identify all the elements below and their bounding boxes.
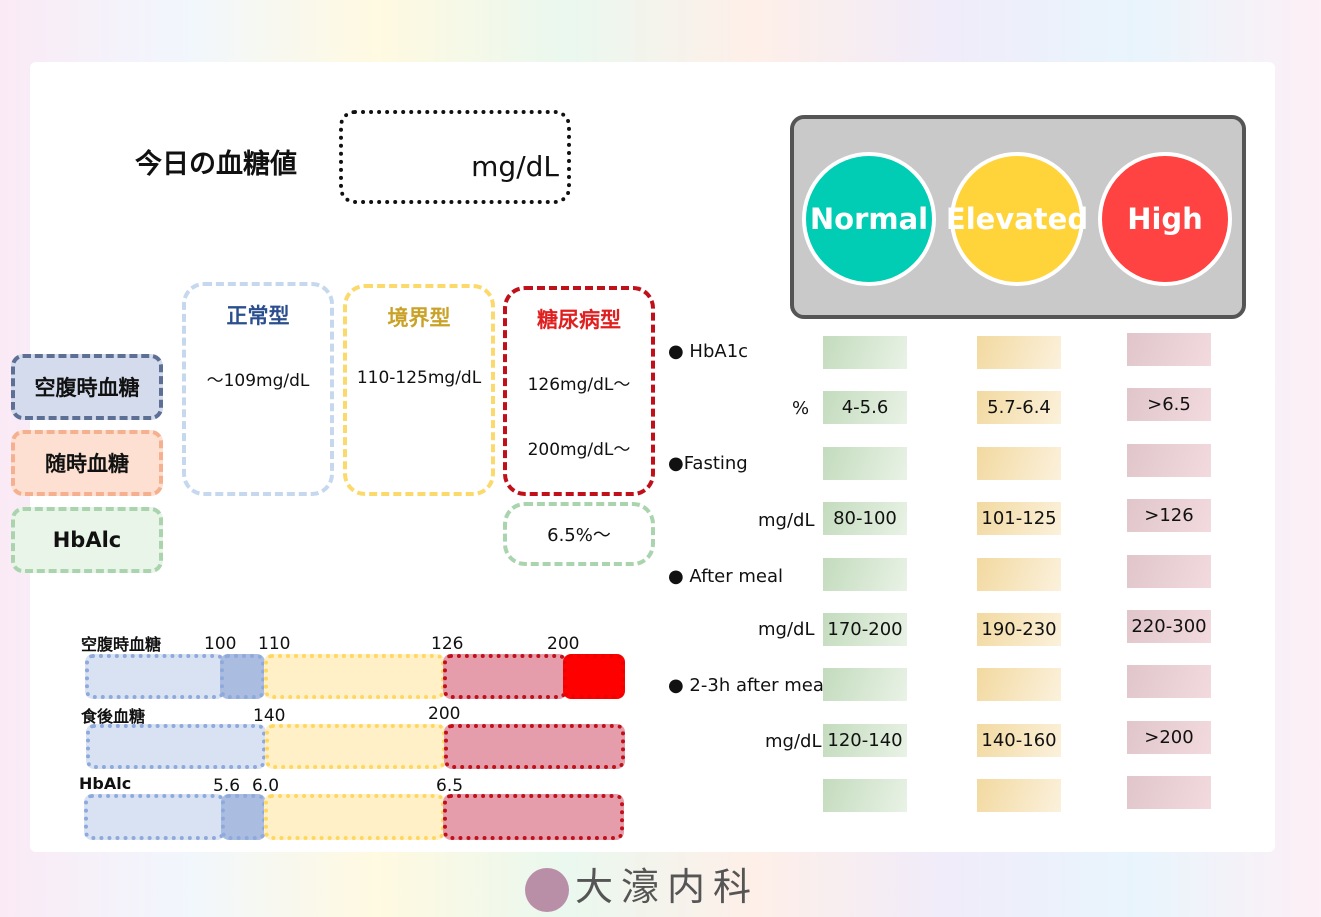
- value-cell: 120-140: [823, 724, 907, 757]
- swatch: [823, 779, 907, 812]
- swatch: [823, 668, 907, 701]
- value-cell: 220-300: [1127, 610, 1211, 643]
- tick-label: 200: [547, 634, 580, 654]
- category-borderline: 境界型 110-125mg/dL: [343, 284, 495, 496]
- bar-segment-borderline: [265, 724, 446, 769]
- glucose-input-box[interactable]: mg/dL: [339, 110, 571, 204]
- unit-label: mg/dL: [765, 731, 822, 752]
- swatch: [1127, 776, 1211, 809]
- logo-emblem-icon: [525, 867, 569, 912]
- page-title: 今日の血糖値: [135, 149, 297, 180]
- value-cell: 140-160: [977, 724, 1061, 757]
- swatch: [823, 447, 907, 480]
- unit-label: mg/dL: [758, 510, 815, 531]
- value-cell: 170-200: [823, 613, 907, 646]
- normal-light: Normal: [802, 152, 936, 286]
- unit-label: %: [792, 398, 810, 419]
- bar-segment-borderline: [264, 794, 445, 840]
- row-label-2-3h-after-meal: ● 2-3h after meal: [668, 675, 829, 696]
- bar-segment-normal: [85, 654, 225, 699]
- row-label-fasting: ●Fasting: [668, 453, 748, 474]
- side-label-random: 随時血糖: [11, 430, 163, 496]
- category-heading: 正常型: [226, 304, 290, 328]
- category-diabetic: 糖尿病型 126mg/dL～ 200mg/dL～: [503, 286, 655, 496]
- swatch: [977, 779, 1061, 812]
- category-value: 110-125mg/dL: [356, 368, 482, 388]
- value-cell: 101-125: [977, 502, 1061, 535]
- side-label-hba1c: HbAlc: [11, 507, 163, 573]
- value-cell: 190-230: [977, 613, 1061, 646]
- clinic-name: 大濠内科: [575, 865, 760, 909]
- bar-segment-diabetic: [444, 724, 625, 769]
- bar-label-fasting: 空腹時血糖: [81, 635, 162, 654]
- swatch: [823, 558, 907, 591]
- bar-segment-borderline: [264, 654, 445, 699]
- category-value: 200mg/dL～: [527, 440, 631, 460]
- tick-label: 110: [258, 634, 291, 654]
- swatch: [977, 668, 1061, 701]
- bar-segment-normal: [86, 724, 266, 769]
- value-cell: >126: [1127, 499, 1211, 532]
- bar-segment-severe: [563, 654, 625, 699]
- category-diabetic-hba1c: 6.5%～: [503, 502, 655, 566]
- tick-label: 100: [204, 634, 237, 654]
- bar-segment-normal: [84, 794, 225, 840]
- swatch: [1127, 444, 1211, 477]
- swatch: [1127, 333, 1211, 366]
- swatch: [1127, 555, 1211, 588]
- tick-label: 5.6: [213, 776, 241, 796]
- bar-segment-diabetic: [443, 654, 567, 699]
- swatch: [823, 336, 907, 369]
- category-value: 126mg/dL～: [527, 375, 631, 395]
- category-heading: 境界型: [387, 306, 451, 330]
- swatch: [977, 336, 1061, 369]
- unit-label: mg/dL: [471, 150, 559, 183]
- side-label-fasting: 空腹時血糖: [11, 354, 163, 420]
- tick-label: 6.0: [252, 776, 280, 796]
- value-cell: >200: [1127, 721, 1211, 754]
- bar-segment-normal-upper: [221, 794, 266, 840]
- swatch: [1127, 665, 1211, 698]
- bar-segment-diabetic: [443, 794, 624, 840]
- swatch: [977, 447, 1061, 480]
- tick-label: 200: [428, 704, 461, 724]
- value-cell: 4-5.6: [823, 391, 907, 424]
- category-normal: 正常型 ～109mg/dL: [182, 282, 334, 496]
- unit-label: mg/dL: [758, 619, 815, 640]
- tick-label: 126: [431, 634, 464, 654]
- category-heading: 糖尿病型: [537, 308, 621, 332]
- swatch: [977, 558, 1061, 591]
- row-label-after-meal: ● After meal: [668, 566, 784, 587]
- high-light: High: [1098, 152, 1232, 286]
- value-cell: >6.5: [1127, 388, 1211, 421]
- bar-segment-normal-upper: [220, 654, 265, 699]
- category-value: ～109mg/dL: [206, 371, 310, 391]
- bar-label-hba1c: HbAlc: [79, 774, 132, 793]
- value-cell: 5.7-6.4: [977, 391, 1061, 424]
- tick-label: 6.5: [436, 776, 464, 796]
- tick-label: 140: [253, 706, 286, 726]
- value-cell: 80-100: [823, 502, 907, 535]
- elevated-light: Elevated: [946, 152, 1088, 286]
- clinic-logo: 大濠内科: [525, 856, 759, 912]
- bar-label-postprandial: 食後血糖: [81, 707, 146, 726]
- row-label-hba1c: ● HbA1c: [668, 341, 749, 362]
